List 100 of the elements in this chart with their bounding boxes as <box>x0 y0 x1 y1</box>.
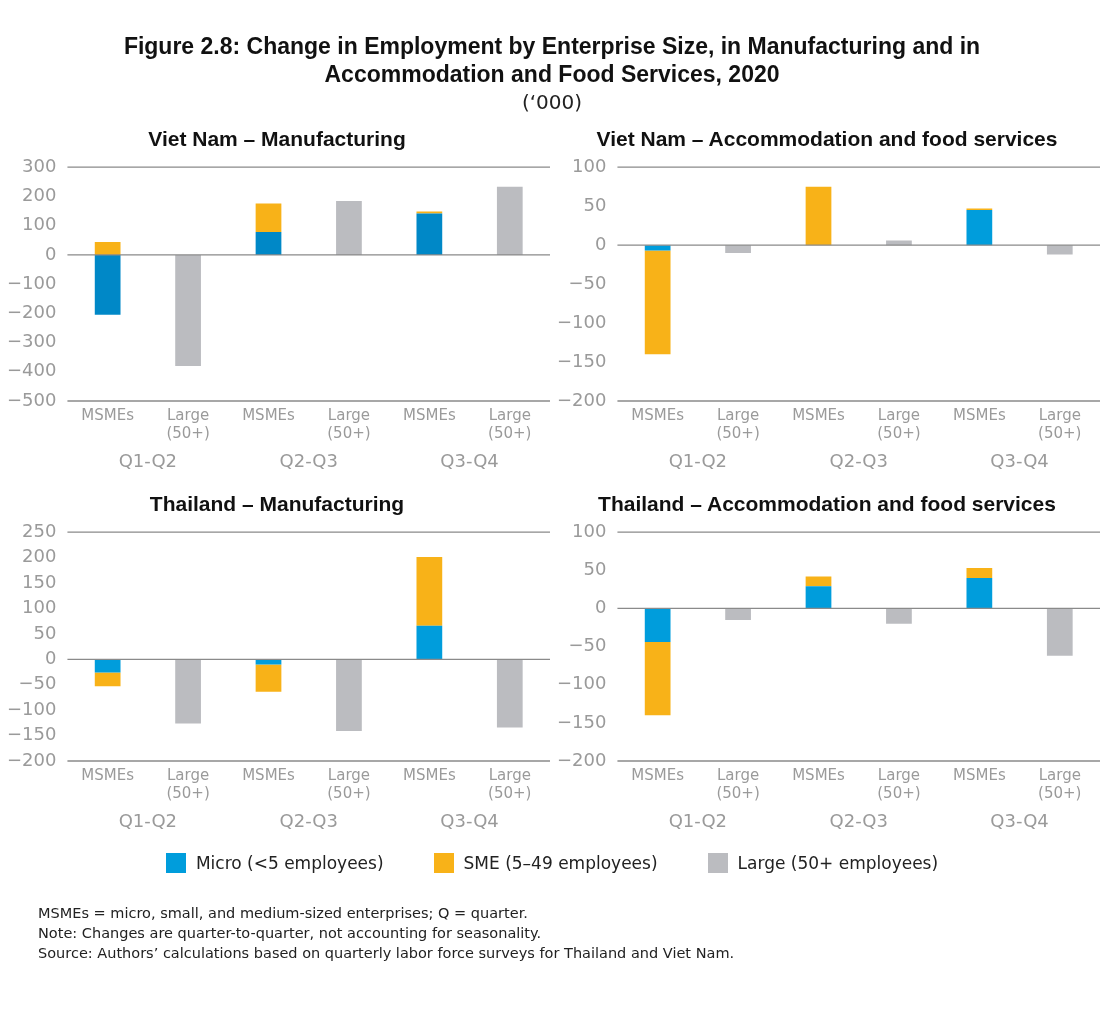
x-tick-label: Large (50+) <box>1038 405 1082 442</box>
y-tick-label: 100 <box>572 519 607 541</box>
bar <box>255 664 282 692</box>
x-tick-label: Large (50+) <box>327 765 371 802</box>
x-tick-label: Large (50+) <box>488 765 532 802</box>
text: MSMEs = micro, small, and medium-sized enterprises; Q = quarter. <box>38 904 529 923</box>
x-tick-label: Large (50+) <box>716 765 760 802</box>
x-tick-label: MSMEs <box>953 765 1006 784</box>
bar <box>644 250 671 355</box>
bar <box>94 242 121 255</box>
x-tick-label: MSMEs <box>792 765 846 784</box>
bar <box>94 672 121 687</box>
y-tick-label: 0 <box>44 242 57 264</box>
x-tick-label: MSMEs <box>242 765 296 784</box>
y-tick-label: −100 <box>556 310 607 332</box>
bar <box>416 625 443 660</box>
y-tick-label: −50 <box>568 271 607 293</box>
bar <box>496 186 523 255</box>
y-tick-label: 0 <box>44 646 57 668</box>
text: Q2-Q3 <box>829 809 888 831</box>
y-tick-label: −150 <box>556 710 607 732</box>
y-tick-label: 50 <box>583 193 607 215</box>
text: Q2-Q3 <box>279 449 338 471</box>
bar <box>805 576 832 587</box>
text: Q1-Q2 <box>118 449 178 471</box>
x-tick-label: Large (50+) <box>877 405 921 442</box>
y-tick-label: −50 <box>18 672 57 694</box>
y-tick-label: 100 <box>22 596 57 618</box>
chart-title: Viet Nam – Accommodation and food services <box>596 127 1058 151</box>
y-tick-label: 200 <box>22 184 57 206</box>
y-tick-label: 100 <box>572 154 607 176</box>
bar <box>966 210 993 246</box>
x-tick-label: MSMEs <box>403 765 456 784</box>
caption: Figure 2.8: Change in Employment by Enterprise Size, in Manufacturing and in Accommodation and Food Services, 2020 <box>122 32 982 88</box>
x-tick-label: MSMEs <box>953 405 1006 424</box>
x-tick-label: Large (50+) <box>716 405 760 442</box>
x-tick-label: MSMEs <box>81 765 135 784</box>
text: Q3-Q4 <box>990 449 1049 471</box>
bar <box>175 254 201 366</box>
y-tick-label: −100 <box>6 697 57 719</box>
y-tick-label: 0 <box>594 232 607 254</box>
text: Q1-Q2 <box>668 449 728 471</box>
x-tick-label: MSMEs <box>403 405 456 424</box>
text: Q3-Q4 <box>440 809 499 831</box>
y-tick-label: −200 <box>6 301 57 322</box>
x-tick-label: Large (50+) <box>166 765 210 802</box>
y-tick-label: −300 <box>6 330 57 352</box>
bar <box>644 642 671 716</box>
y-tick-label: −500 <box>6 388 57 410</box>
bar <box>966 577 993 609</box>
x-tick-label: Large (50+) <box>166 405 210 442</box>
bar <box>175 659 201 724</box>
text: Q2-Q3 <box>829 449 888 471</box>
x-tick-label: Large (50+) <box>1038 765 1082 802</box>
y-tick-label: −200 <box>556 388 607 410</box>
chart-title: Thailand – Manufacturing <box>149 492 405 516</box>
bar <box>94 254 121 315</box>
text: Q2-Q3 <box>279 809 338 831</box>
bar <box>805 586 832 609</box>
bar <box>336 659 362 731</box>
bar <box>416 557 443 626</box>
y-tick-label: 100 <box>22 213 57 235</box>
x-tick-label: Large (50+) <box>488 405 532 442</box>
x-tick-label: MSMEs <box>631 765 685 784</box>
text: Q3-Q4 <box>990 809 1049 831</box>
y-tick-label: −400 <box>6 359 57 381</box>
y-tick-label: −100 <box>556 672 607 694</box>
y-tick-label: 0 <box>594 596 607 618</box>
bar <box>94 659 121 673</box>
bar <box>644 608 671 643</box>
y-tick-label: 300 <box>22 154 57 176</box>
text: (‘000) <box>520 90 584 114</box>
y-tick-label: −150 <box>6 723 57 745</box>
bar <box>496 659 523 728</box>
y-tick-label: −200 <box>556 748 607 770</box>
bar <box>255 232 282 255</box>
bar <box>725 245 751 253</box>
source-note: Source: Authors’ calculations based on quarterly labor force surveys for Thailand and Viet Nam. <box>38 944 736 963</box>
x-tick-label: Large (50+) <box>327 405 371 442</box>
x-tick-label: Large (50+) <box>877 765 921 802</box>
bar <box>1046 608 1073 656</box>
legend-label: Large (50+ employees) <box>737 853 939 873</box>
y-tick-label: 50 <box>583 558 607 580</box>
bar <box>725 608 751 620</box>
text: Note: Changes are quarter-to-quarter, not accounting for seasonality. <box>38 924 543 943</box>
text: Q1-Q2 <box>668 809 728 831</box>
legend-label: SME (5–49 employees) <box>463 853 658 873</box>
chart-title: Viet Nam – Manufacturing <box>148 127 406 151</box>
y-tick-label: 150 <box>22 570 57 592</box>
bar <box>255 203 282 233</box>
x-tick-label: MSMEs <box>631 405 685 424</box>
text: Q1-Q2 <box>118 809 178 831</box>
bar <box>644 245 671 251</box>
y-tick-label: 250 <box>22 519 57 541</box>
y-tick-label: −100 <box>6 271 57 293</box>
y-tick-label: 200 <box>22 545 57 567</box>
x-tick-label: MSMEs <box>81 405 135 424</box>
y-tick-label: −200 <box>6 748 57 770</box>
bar <box>886 608 912 624</box>
x-tick-label: MSMEs <box>242 405 296 424</box>
